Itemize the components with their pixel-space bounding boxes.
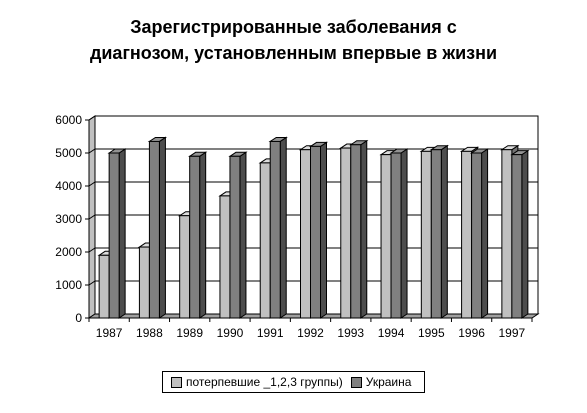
gridline — [88, 148, 538, 154]
x-tick-label: 1991 — [257, 326, 284, 340]
bar-1997-потерпевшие _1,2,3 группы) — [501, 149, 513, 319]
x-tick-label: 1988 — [136, 326, 163, 340]
y-tick-label: 6000 — [55, 113, 82, 127]
bar-1996-потерпевшие _1,2,3 группы) — [461, 150, 473, 319]
x-tick-label: 1987 — [96, 326, 123, 340]
x-tick-label: 1997 — [499, 326, 526, 340]
y-tick-label: 3000 — [55, 212, 82, 226]
bar-side-Украина — [400, 148, 408, 319]
bar-side-Украина — [199, 151, 207, 319]
x-tick-label: 1990 — [217, 326, 244, 340]
bar-side-Украина — [239, 151, 247, 319]
legend-label-series-1: потерпевшие _1,2,3 группы) — [186, 375, 343, 389]
chart-legend: потерпевшие _1,2,3 группы) Украина — [162, 371, 425, 393]
legend-swatch-series-1 — [171, 376, 182, 388]
chart-title-line-1: Зарегистрированные заболевания с — [130, 17, 457, 37]
y-tick-label: 2000 — [55, 245, 82, 259]
bar-1995-Украина — [430, 149, 442, 319]
bar-1997-Украина — [511, 154, 523, 319]
bar-1990-потерпевшие _1,2,3 группы) — [219, 195, 231, 319]
legend-entry-series-1: потерпевшие _1,2,3 группы) — [171, 375, 343, 389]
x-tick-label: 1995 — [418, 326, 445, 340]
bar-side-Украина — [481, 148, 489, 319]
y-tick-label: 5000 — [55, 146, 82, 160]
bar-1988-Украина — [148, 140, 160, 319]
bar-1989-потерпевшие _1,2,3 группы) — [179, 215, 191, 319]
x-tick-label: 1993 — [337, 326, 364, 340]
bar-side-Украина — [158, 136, 166, 319]
gridline — [88, 115, 538, 121]
x-tick-label: 1994 — [378, 326, 405, 340]
bar-1987-потерпевшие _1,2,3 группы) — [98, 254, 110, 319]
bar-1993-Украина — [350, 144, 362, 319]
y-tick-label: 0 — [75, 311, 82, 325]
y-tick-label: 1000 — [55, 278, 82, 292]
legend-entry-series-2: Украина — [350, 375, 412, 389]
bar-1987-Украина — [108, 152, 120, 319]
legend-swatch-series-2 — [350, 376, 362, 388]
x-tick-label: 1989 — [176, 326, 203, 340]
chart-title-line-2: диагнозом, установленным впервые в жизни — [89, 43, 498, 63]
bar-1995-потерпевшие _1,2,3 группы) — [420, 150, 432, 319]
bar-1988-потерпевшие _1,2,3 группы) — [138, 246, 150, 319]
bar-side-Украина — [440, 144, 448, 319]
legend-label-series-2: Украина — [365, 375, 412, 389]
bar-side-Украина — [360, 139, 368, 319]
bar-1994-Украина — [390, 152, 402, 319]
bar-1991-потерпевшие _1,2,3 группы) — [259, 162, 271, 319]
bar-side-Украина — [118, 148, 126, 319]
y-tick-label: 4000 — [55, 179, 82, 193]
bar-side-Украина — [521, 149, 529, 319]
bar-1990-Украина — [229, 155, 241, 319]
bar-1993-потерпевшие _1,2,3 группы) — [340, 147, 352, 319]
bar-1994-потерпевшие _1,2,3 группы) — [380, 154, 392, 319]
bar-side-Украина — [320, 141, 327, 319]
bar-1991-Украина — [269, 140, 281, 319]
x-tick-label: 1996 — [458, 326, 485, 340]
bar-1992-потерпевшие _1,2,3 группы) — [300, 149, 311, 319]
bar-1992-Украина — [310, 145, 321, 319]
bar-1989-Украина — [189, 155, 201, 319]
bar-1996-Украина — [471, 152, 483, 319]
x-tick-label: 1992 — [297, 326, 324, 340]
bar-side-Украина — [279, 136, 287, 319]
